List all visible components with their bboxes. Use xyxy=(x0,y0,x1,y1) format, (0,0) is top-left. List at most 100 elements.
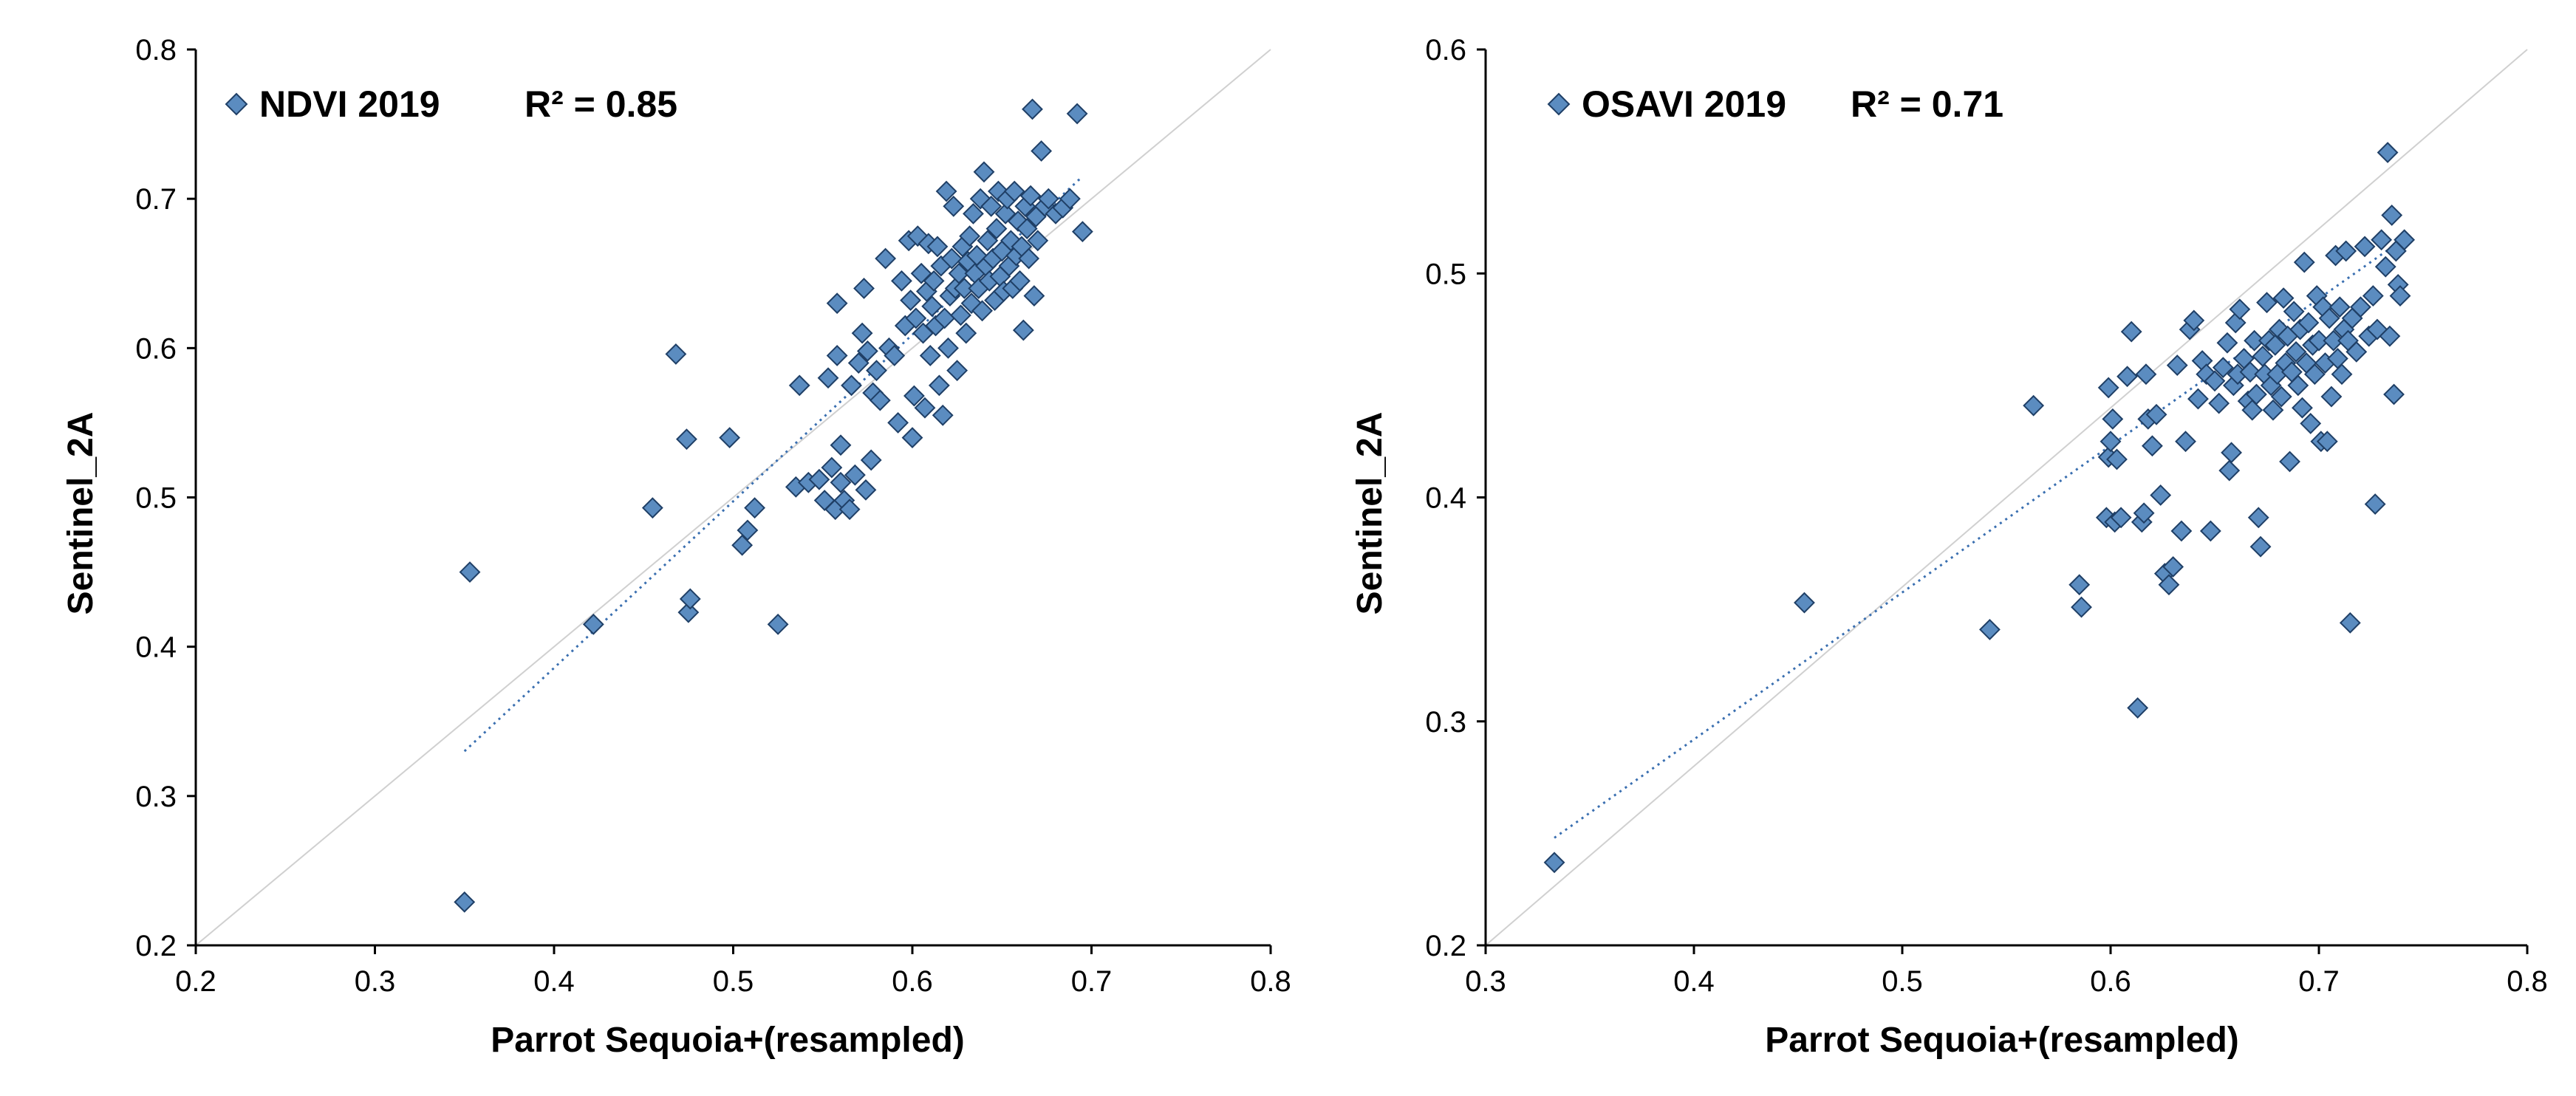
data-point xyxy=(1979,619,2001,640)
y-tick-label: 0.2 xyxy=(135,930,177,962)
data-point xyxy=(844,464,866,486)
x-tick-label: 0.3 xyxy=(355,965,396,998)
data-point xyxy=(2150,484,2172,506)
one-to-one-line xyxy=(195,49,1271,946)
data-point xyxy=(2285,340,2307,363)
data-point xyxy=(2239,361,2261,383)
trendline-group xyxy=(463,175,1084,753)
y-tick-label: 0.3 xyxy=(135,781,177,813)
x-axis-title: Parrot Sequoia+(resampled) xyxy=(491,1021,965,1060)
data-point xyxy=(2175,431,2196,453)
data-point xyxy=(641,497,663,519)
data-point xyxy=(980,195,1002,217)
data-point xyxy=(2229,298,2251,321)
data-point xyxy=(928,374,950,397)
data-point xyxy=(2297,312,2320,334)
data-point xyxy=(2127,697,2149,719)
data-point xyxy=(2264,334,2286,356)
axes-group: 0.2 0.3 0.4 0.5 0.6 0.7 0.8 0.2 0.3 0.4 0.5 0.6 0.7 0… xyxy=(135,34,1291,998)
data-point xyxy=(960,292,983,315)
data-point xyxy=(2308,329,2330,352)
data-point xyxy=(973,161,995,183)
data-point xyxy=(2244,329,2265,352)
one-to-one-line xyxy=(1485,49,2528,946)
data-point xyxy=(2117,366,2138,388)
data-point xyxy=(2272,287,2295,309)
data-point xyxy=(2023,394,2045,417)
data-point xyxy=(2377,142,2399,163)
data-point xyxy=(731,534,754,556)
y-tick-label: 0.4 xyxy=(135,631,177,664)
data-point xyxy=(2249,535,2272,558)
data-point xyxy=(891,270,912,292)
y-axis-title: Sentinel_2A xyxy=(61,412,100,615)
data-point xyxy=(866,360,887,382)
data-point xyxy=(923,270,945,292)
data-point xyxy=(665,343,687,365)
data-point xyxy=(969,188,991,210)
data-point xyxy=(2221,442,2242,464)
legend-series-label: OSAVI 2019 xyxy=(1582,83,1786,125)
data-point xyxy=(869,389,891,411)
y-tick-label: 0.4 xyxy=(1425,482,1466,515)
legend-series-label: NDVI 2019 xyxy=(259,83,440,125)
data-point xyxy=(454,891,476,913)
data-point xyxy=(2316,431,2338,453)
data-point xyxy=(2170,520,2193,542)
data-point xyxy=(2097,377,2119,399)
data-point xyxy=(838,499,861,521)
y-tick-label: 0.6 xyxy=(1425,34,1466,66)
data-point xyxy=(1022,98,1043,120)
data-point xyxy=(926,236,949,258)
y-tick-label: 0.7 xyxy=(135,183,177,216)
data-point xyxy=(887,412,909,434)
data-point xyxy=(2218,459,2241,482)
data-point xyxy=(2241,399,2264,421)
data-point xyxy=(1009,270,1031,292)
y-tick-label: 0.2 xyxy=(1425,930,1466,962)
data-point xyxy=(856,340,878,362)
data-point xyxy=(963,202,984,225)
data-point xyxy=(679,588,701,610)
x-tick-label: 0.7 xyxy=(1071,965,1113,998)
data-point xyxy=(821,456,843,479)
y-tick-label: 0.5 xyxy=(1425,258,1466,290)
data-point xyxy=(900,290,921,312)
data-point xyxy=(2366,318,2388,340)
data-point xyxy=(1794,592,1815,614)
data-point xyxy=(2183,309,2205,332)
r2-label: R² = 0.85 xyxy=(525,83,677,125)
data-point xyxy=(2279,451,2300,473)
data-point xyxy=(905,307,927,329)
data-point xyxy=(2256,292,2278,314)
data-point xyxy=(676,428,697,451)
x-tick-label: 0.4 xyxy=(533,965,575,998)
data-point xyxy=(971,300,993,322)
data-point xyxy=(1071,221,1093,243)
data-point xyxy=(2329,296,2351,318)
data-point xyxy=(817,367,839,389)
data-point xyxy=(855,479,877,501)
data-point xyxy=(932,404,954,426)
data-point xyxy=(935,180,957,202)
data-point xyxy=(2364,493,2386,516)
data-point xyxy=(2323,329,2345,352)
data-point xyxy=(582,613,604,635)
data-point xyxy=(2389,285,2411,306)
x-tick-label: 0.2 xyxy=(175,965,216,998)
data-point xyxy=(2331,363,2353,386)
legend: OSAVI 2019 R² = 0.71 xyxy=(1547,83,2003,125)
data-point xyxy=(943,195,965,217)
data-point xyxy=(788,374,810,397)
data-point xyxy=(919,345,941,366)
x-axis-title: Parrot Sequoia+(resampled) xyxy=(1765,1021,2239,1060)
x-tick-label: 0.6 xyxy=(892,965,933,998)
data-point xyxy=(2068,574,2091,596)
data-point xyxy=(826,292,848,315)
data-point xyxy=(677,601,700,623)
data-point xyxy=(2212,357,2234,379)
x-tick-label: 0.5 xyxy=(713,965,754,998)
data-point xyxy=(826,345,848,366)
data-point xyxy=(959,225,981,247)
